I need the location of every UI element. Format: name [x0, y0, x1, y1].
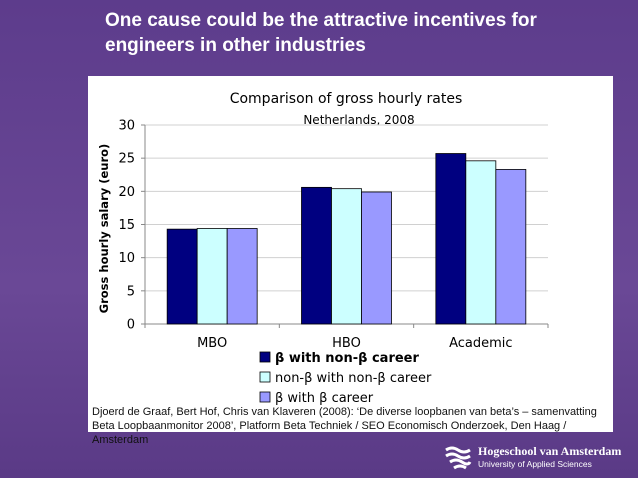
legend-swatch-3	[259, 391, 271, 403]
bar-hbo-series-2	[331, 188, 362, 325]
legend-label-1: β with non-β career	[275, 351, 419, 366]
y-tick-label: 10	[118, 251, 135, 266]
logo-wave-icon	[445, 446, 472, 470]
legend-swatch-1	[259, 351, 271, 363]
logo-subtitle: University of Applied Sciences	[478, 459, 592, 469]
y-tick-label: 25	[118, 152, 135, 167]
source-citation: Djoerd de Graaf, Bert Hof, Chris van Kla…	[92, 406, 597, 446]
y-tick-label: 5	[127, 284, 135, 299]
bar-chart: Comparison of gross hourly rates Netherla…	[97, 91, 549, 406]
legend-label-3: β with β career	[275, 391, 374, 406]
bar-academic-series-2	[465, 160, 497, 325]
x-tick-label: MBO	[197, 336, 227, 351]
logo-name: Hogeschool van Amsterdam	[478, 444, 622, 458]
chart-panel: Comparison of gross hourly rates Netherla…	[88, 76, 613, 432]
bar-hbo-series-3	[361, 191, 392, 325]
university-logo: Hogeschool van Amsterdam University of A…	[444, 440, 634, 476]
x-tick-label: Academic	[449, 336, 512, 351]
bar-mbo-series-3	[226, 228, 258, 325]
chart-title: Comparison of gross hourly rates	[230, 91, 463, 107]
y-tick-label: 0	[127, 318, 135, 333]
bar-academic-series-3	[495, 169, 527, 325]
bar-mbo-series-2	[196, 228, 228, 325]
bar-academic-series-1	[435, 153, 467, 325]
x-tick-label: HBO	[332, 336, 361, 351]
chart-subtitle: Netherlands, 2008	[303, 113, 414, 127]
legend-swatch-2	[259, 371, 271, 383]
bar-mbo-series-1	[166, 228, 198, 325]
y-tick-label: 20	[118, 185, 135, 200]
y-tick-label: 30	[118, 119, 135, 134]
y-axis-label: Gross hourly salary (euro)	[97, 144, 111, 314]
y-tick-label: 15	[118, 218, 135, 233]
legend-label-2: non-β with non-β career	[275, 371, 432, 386]
bar-hbo-series-1	[301, 186, 332, 325]
slide-title: One cause could be the attractive incent…	[105, 10, 537, 56]
